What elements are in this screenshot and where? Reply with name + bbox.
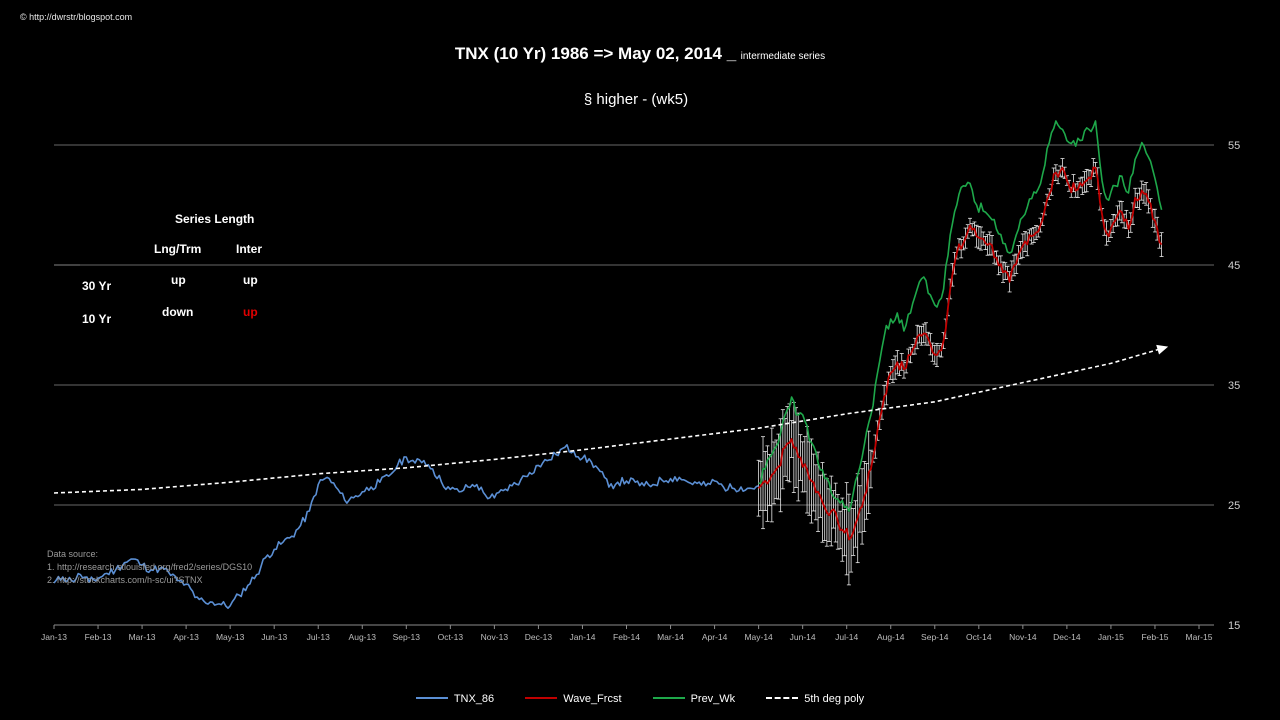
x-tick-label-May-14: May-14 (744, 632, 773, 642)
series-line-5th-deg-poly (53, 345, 1169, 494)
y-tick-label-25: 25 (1228, 500, 1240, 512)
x-tick-label-Jul-14: Jul-14 (835, 632, 858, 642)
x-tick-label-Sep-14: Sep-14 (921, 632, 949, 642)
series-line-wave-frcst (757, 166, 1163, 541)
x-tick-label-Jan-15: Jan-15 (1098, 632, 1124, 642)
row-30yr-label: 30 Yr (82, 279, 112, 293)
legend-swatch-wave (525, 697, 558, 700)
x-tick-label-Dec-13: Dec-13 (525, 632, 553, 642)
col-inter-header: Inter (236, 242, 263, 256)
legend-item-wave: Wave_Frcst (525, 693, 622, 706)
row-10yr-inter: up (243, 305, 258, 319)
chart-legend: TNX_86 Wave_Frcst Prev_Wk 5th deg poly (0, 693, 1280, 705)
row-10yr-label: 10 Yr (82, 312, 112, 326)
row-30yr-inter: up (243, 273, 258, 287)
data-source-heading: Data source: (47, 549, 99, 559)
x-tick-label-Jan-14: Jan-14 (569, 632, 595, 642)
y-axis: 15 25 35 45 55 (1228, 140, 1240, 632)
x-tick-label-May-13: May-13 (216, 632, 245, 642)
chart-title-suffix: intermediate series (740, 51, 826, 62)
series-line-tnx-86 (53, 444, 759, 609)
x-tick-label-Sep-13: Sep-13 (393, 632, 421, 642)
y-tick-label-15: 15 (1228, 620, 1240, 632)
y-tick-label-45: 45 (1228, 260, 1240, 272)
chart-title: TNX (10 Yr) 1986 => May 02, 2014 _ inter… (0, 44, 1280, 64)
chart-subtitle: § higher - (wk5) (583, 91, 689, 108)
legend-item-poly: 5th deg poly (766, 693, 864, 705)
data-source-line1: 1. http://research.stlouisfed.org/fred2/… (47, 562, 253, 572)
x-tick-label-Apr-13: Apr-13 (173, 632, 199, 642)
x-tick-label-Aug-14: Aug-14 (877, 632, 905, 642)
legend-label-wave: Wave_Frcst (563, 693, 622, 706)
chart-title-main: TNX (10 Yr) 1986 => May 02, 2014 _ (454, 44, 737, 63)
data-source-note: Data source: 1. http://research.stlouisf… (47, 548, 252, 587)
x-tick-label-Apr-14: Apr-14 (702, 632, 728, 642)
x-tick-label-Aug-13: Aug-13 (349, 632, 377, 642)
data-source-line2: 2. http://stockcharts.com/h-sc/ui?STNX (47, 575, 203, 585)
y-tick-label-35: 35 (1228, 380, 1240, 392)
col-longterm-header: Lng/Trm (154, 242, 202, 256)
x-tick-label-Feb-15: Feb-15 (1141, 632, 1168, 642)
legend-item-prev: Prev_Wk (652, 693, 736, 706)
series-length-header: Series Length (175, 212, 255, 226)
legend-label-poly: 5th deg poly (804, 693, 865, 706)
x-tick-label-Feb-13: Feb-13 (85, 632, 112, 642)
x-tick-label-Mar-14: Mar-14 (657, 632, 684, 642)
x-tick-label-Dec-14: Dec-14 (1053, 632, 1081, 642)
x-tick-label-Nov-14: Nov-14 (1009, 632, 1037, 642)
legend-item-tnx: TNX_86 (415, 693, 495, 706)
copyright-text: © http://dwrstr/blogspot.com (20, 12, 133, 22)
forecast-error-bars (756, 158, 1164, 586)
x-tick-label-Oct-14: Oct-14 (966, 632, 992, 642)
legend-swatch-tnx (415, 697, 448, 700)
x-tick-label-Nov-13: Nov-13 (481, 632, 509, 642)
x-tick-label-Jan-13: Jan-13 (41, 632, 67, 642)
x-tick-label-Jun-13: Jun-13 (261, 632, 287, 642)
legend-swatch-prev (652, 697, 685, 700)
x-tick-label-Jun-14: Jun-14 (790, 632, 816, 642)
plot-area (53, 120, 1169, 609)
x-tick-label-Jul-13: Jul-13 (307, 632, 330, 642)
row-30yr-longterm: up (171, 273, 186, 287)
legend-swatch-poly (766, 697, 799, 700)
x-axis: Jan-13 Feb-13 Mar-13 Apr-13 May-13 Jun-13 Jul-… (41, 624, 1214, 642)
x-tick-label-Mar-15: Mar-15 (1186, 632, 1213, 642)
grid-lines (54, 144, 1214, 506)
y-tick-label-55: 55 (1228, 140, 1240, 152)
x-tick-label-Oct-13: Oct-13 (438, 632, 464, 642)
poly-arrowhead (1156, 344, 1169, 355)
row-10yr-longterm: down (162, 305, 194, 319)
legend-label-tnx: TNX_86 (453, 693, 495, 706)
series-line-prev-wk (758, 120, 1163, 512)
legend-label-prev: Prev_Wk (690, 693, 736, 706)
x-tick-label-Feb-14: Feb-14 (613, 632, 640, 642)
x-tick-label-Mar-13: Mar-13 (129, 632, 156, 642)
